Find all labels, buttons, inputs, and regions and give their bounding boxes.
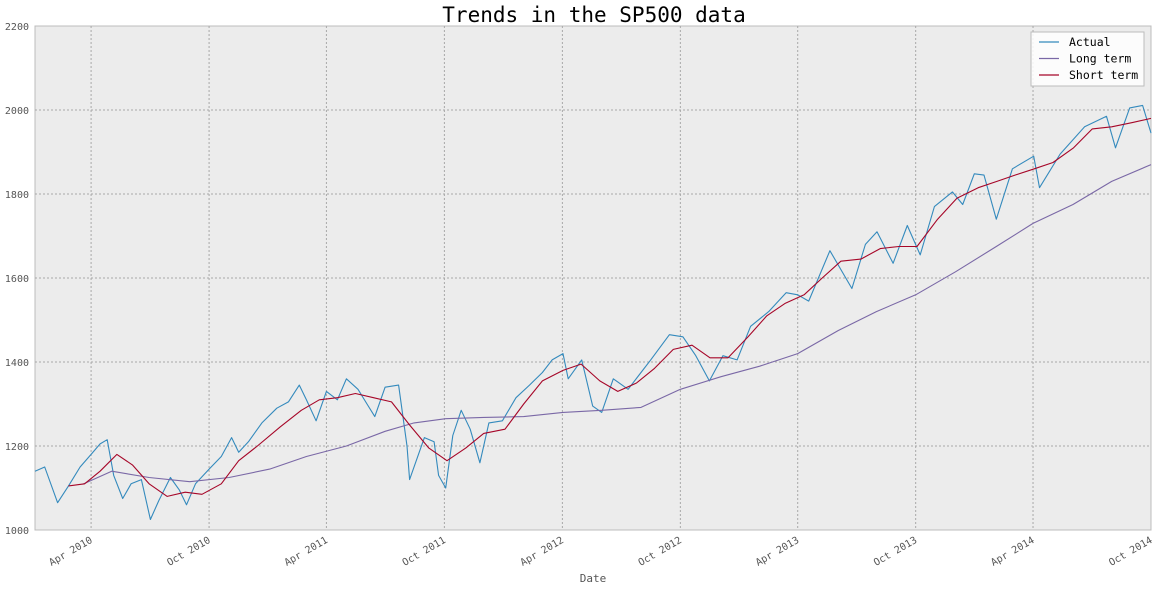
y-tick-label: 1600 bbox=[5, 274, 29, 285]
series-line-short-term bbox=[68, 117, 1152, 497]
series-line-long-term bbox=[82, 164, 1152, 485]
y-tick-label: 1400 bbox=[5, 358, 29, 369]
x-axis-ticks: Apr 2010 Oct 2010 Apr 2011 Oct 2011 Apr 2012… bbox=[47, 535, 1154, 569]
legend-label: Long term bbox=[1069, 52, 1131, 66]
y-tick-label: 1200 bbox=[5, 442, 29, 453]
x-tick-label: Oct 2010 bbox=[165, 535, 212, 569]
x-tick-label: Oct 2012 bbox=[637, 535, 684, 569]
x-tick-label: Apr 2011 bbox=[283, 535, 330, 569]
series-group bbox=[34, 104, 1152, 521]
x-tick-label: Apr 2010 bbox=[47, 535, 94, 569]
x-tick-label: Oct 2014 bbox=[1107, 535, 1154, 569]
legend-label: Actual bbox=[1069, 35, 1111, 49]
y-tick-label: 1800 bbox=[5, 190, 29, 201]
legend: Actual Long term Short term bbox=[1030, 31, 1145, 87]
y-axis-ticks: 1000 1200 1400 1600 1800 2000 2200 bbox=[5, 22, 29, 537]
x-tick-label: Apr 2012 bbox=[519, 535, 566, 569]
x-tick-label: Oct 2011 bbox=[401, 535, 448, 569]
legend-label: Short term bbox=[1069, 68, 1138, 82]
y-tick-label: 1000 bbox=[5, 526, 29, 537]
grid-lines bbox=[35, 26, 1151, 530]
x-tick-label: Apr 2013 bbox=[754, 535, 801, 569]
x-axis-label: Date bbox=[580, 572, 607, 585]
x-tick-label: Apr 2014 bbox=[989, 535, 1036, 569]
series-line-actual bbox=[34, 104, 1152, 521]
x-tick-label: Oct 2013 bbox=[872, 535, 919, 569]
y-tick-label: 2200 bbox=[5, 22, 29, 33]
chart-title: Trends in the SP500 data bbox=[442, 3, 745, 27]
y-tick-label: 2000 bbox=[5, 106, 29, 117]
